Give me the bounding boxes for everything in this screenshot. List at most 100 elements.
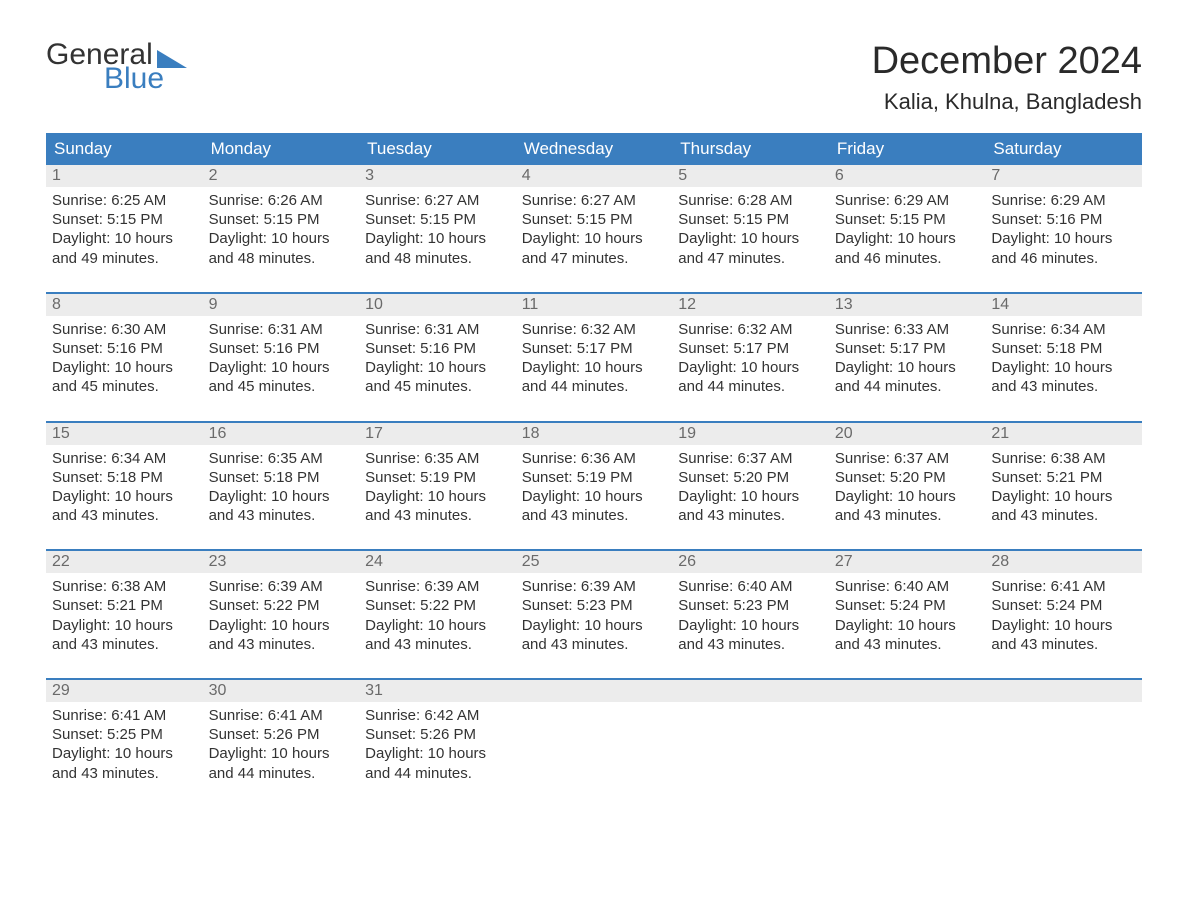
sunset-text: Sunset: 5:17 PM: [678, 339, 823, 358]
daylight-text-line1: Daylight: 10 hours: [365, 358, 510, 377]
day-number: 16: [203, 423, 360, 445]
day-number: 22: [46, 551, 203, 573]
day-cell: Sunrise: 6:37 AMSunset: 5:20 PMDaylight:…: [829, 445, 986, 526]
day-cell: Sunrise: 6:39 AMSunset: 5:22 PMDaylight:…: [203, 573, 360, 654]
day-cell: [516, 702, 673, 783]
daylight-text-line2: and 43 minutes.: [991, 635, 1136, 654]
daylight-text-line1: Daylight: 10 hours: [991, 616, 1136, 635]
daylight-text-line1: Daylight: 10 hours: [522, 616, 667, 635]
daylight-text-line2: and 43 minutes.: [522, 506, 667, 525]
daylight-text-line1: Daylight: 10 hours: [209, 744, 354, 763]
day-cell: Sunrise: 6:34 AMSunset: 5:18 PMDaylight:…: [46, 445, 203, 526]
day-cell: Sunrise: 6:39 AMSunset: 5:23 PMDaylight:…: [516, 573, 673, 654]
day-number: 26: [672, 551, 829, 573]
sunset-text: Sunset: 5:23 PM: [678, 596, 823, 615]
day-number: 4: [516, 165, 673, 187]
daylight-text-line2: and 48 minutes.: [209, 249, 354, 268]
daylight-text-line1: Daylight: 10 hours: [678, 616, 823, 635]
sunset-text: Sunset: 5:19 PM: [522, 468, 667, 487]
week-row: 293031Sunrise: 6:41 AMSunset: 5:25 PMDay…: [46, 678, 1142, 783]
sunrise-text: Sunrise: 6:31 AM: [209, 320, 354, 339]
day-cell: Sunrise: 6:38 AMSunset: 5:21 PMDaylight:…: [46, 573, 203, 654]
sunset-text: Sunset: 5:22 PM: [209, 596, 354, 615]
weekday-header: Tuesday: [359, 133, 516, 165]
weekday-header: Thursday: [672, 133, 829, 165]
weekday-header: Saturday: [985, 133, 1142, 165]
day-number-row: 891011121314: [46, 294, 1142, 316]
day-cell: Sunrise: 6:29 AMSunset: 5:15 PMDaylight:…: [829, 187, 986, 268]
weeks-container: 1234567Sunrise: 6:25 AMSunset: 5:15 PMDa…: [46, 165, 1142, 783]
day-number: 10: [359, 294, 516, 316]
daylight-text-line2: and 48 minutes.: [365, 249, 510, 268]
daylight-text-line1: Daylight: 10 hours: [678, 229, 823, 248]
sunrise-text: Sunrise: 6:35 AM: [209, 449, 354, 468]
day-number-row: 15161718192021: [46, 423, 1142, 445]
daylight-text-line1: Daylight: 10 hours: [991, 229, 1136, 248]
day-cell: Sunrise: 6:38 AMSunset: 5:21 PMDaylight:…: [985, 445, 1142, 526]
daylight-text-line1: Daylight: 10 hours: [522, 229, 667, 248]
day-cell: Sunrise: 6:41 AMSunset: 5:24 PMDaylight:…: [985, 573, 1142, 654]
header: General Blue December 2024 Kalia, Khulna…: [46, 40, 1142, 115]
sunrise-text: Sunrise: 6:26 AM: [209, 191, 354, 210]
title-block: December 2024 Kalia, Khulna, Bangladesh: [872, 40, 1142, 115]
day-number: 18: [516, 423, 673, 445]
daylight-text-line1: Daylight: 10 hours: [52, 358, 197, 377]
sunset-text: Sunset: 5:24 PM: [835, 596, 980, 615]
sunrise-text: Sunrise: 6:38 AM: [52, 577, 197, 596]
day-cell: Sunrise: 6:40 AMSunset: 5:24 PMDaylight:…: [829, 573, 986, 654]
daylight-text-line1: Daylight: 10 hours: [52, 616, 197, 635]
day-number: [516, 680, 673, 702]
daylight-text-line2: and 44 minutes.: [522, 377, 667, 396]
sunrise-text: Sunrise: 6:29 AM: [991, 191, 1136, 210]
sunrise-text: Sunrise: 6:31 AM: [365, 320, 510, 339]
sunrise-text: Sunrise: 6:32 AM: [522, 320, 667, 339]
day-cell: Sunrise: 6:31 AMSunset: 5:16 PMDaylight:…: [359, 316, 516, 397]
day-cell: Sunrise: 6:35 AMSunset: 5:18 PMDaylight:…: [203, 445, 360, 526]
daylight-text-line2: and 47 minutes.: [678, 249, 823, 268]
daylight-text-line1: Daylight: 10 hours: [678, 358, 823, 377]
sunset-text: Sunset: 5:16 PM: [991, 210, 1136, 229]
sunrise-text: Sunrise: 6:29 AM: [835, 191, 980, 210]
day-number: 24: [359, 551, 516, 573]
day-cell: Sunrise: 6:26 AMSunset: 5:15 PMDaylight:…: [203, 187, 360, 268]
day-number: 28: [985, 551, 1142, 573]
sunrise-text: Sunrise: 6:34 AM: [52, 449, 197, 468]
day-number-row: 22232425262728: [46, 551, 1142, 573]
sunset-text: Sunset: 5:16 PM: [52, 339, 197, 358]
day-number: 3: [359, 165, 516, 187]
daylight-text-line2: and 44 minutes.: [209, 764, 354, 783]
sunset-text: Sunset: 5:15 PM: [835, 210, 980, 229]
sunrise-text: Sunrise: 6:25 AM: [52, 191, 197, 210]
day-number: 14: [985, 294, 1142, 316]
daylight-text-line1: Daylight: 10 hours: [522, 487, 667, 506]
day-number: 5: [672, 165, 829, 187]
daylight-text-line2: and 43 minutes.: [52, 506, 197, 525]
sunrise-text: Sunrise: 6:42 AM: [365, 706, 510, 725]
daylight-text-line1: Daylight: 10 hours: [365, 229, 510, 248]
sunset-text: Sunset: 5:19 PM: [365, 468, 510, 487]
day-cell: Sunrise: 6:27 AMSunset: 5:15 PMDaylight:…: [359, 187, 516, 268]
daylight-text-line1: Daylight: 10 hours: [522, 358, 667, 377]
daylight-text-line2: and 43 minutes.: [991, 506, 1136, 525]
daylight-text-line1: Daylight: 10 hours: [835, 487, 980, 506]
sunrise-text: Sunrise: 6:41 AM: [52, 706, 197, 725]
day-number: 7: [985, 165, 1142, 187]
sunrise-text: Sunrise: 6:32 AM: [678, 320, 823, 339]
sunrise-text: Sunrise: 6:38 AM: [991, 449, 1136, 468]
daylight-text-line1: Daylight: 10 hours: [209, 358, 354, 377]
sunset-text: Sunset: 5:22 PM: [365, 596, 510, 615]
day-number: [672, 680, 829, 702]
day-number: 30: [203, 680, 360, 702]
sunrise-text: Sunrise: 6:40 AM: [835, 577, 980, 596]
sunset-text: Sunset: 5:20 PM: [835, 468, 980, 487]
daylight-text-line1: Daylight: 10 hours: [678, 487, 823, 506]
calendar: SundayMondayTuesdayWednesdayThursdayFrid…: [46, 133, 1142, 783]
day-cell: Sunrise: 6:36 AMSunset: 5:19 PMDaylight:…: [516, 445, 673, 526]
daylight-text-line1: Daylight: 10 hours: [52, 229, 197, 248]
sunset-text: Sunset: 5:24 PM: [991, 596, 1136, 615]
daylight-text-line1: Daylight: 10 hours: [835, 229, 980, 248]
day-number: 6: [829, 165, 986, 187]
weekday-header: Monday: [203, 133, 360, 165]
day-number: 21: [985, 423, 1142, 445]
sunset-text: Sunset: 5:23 PM: [522, 596, 667, 615]
